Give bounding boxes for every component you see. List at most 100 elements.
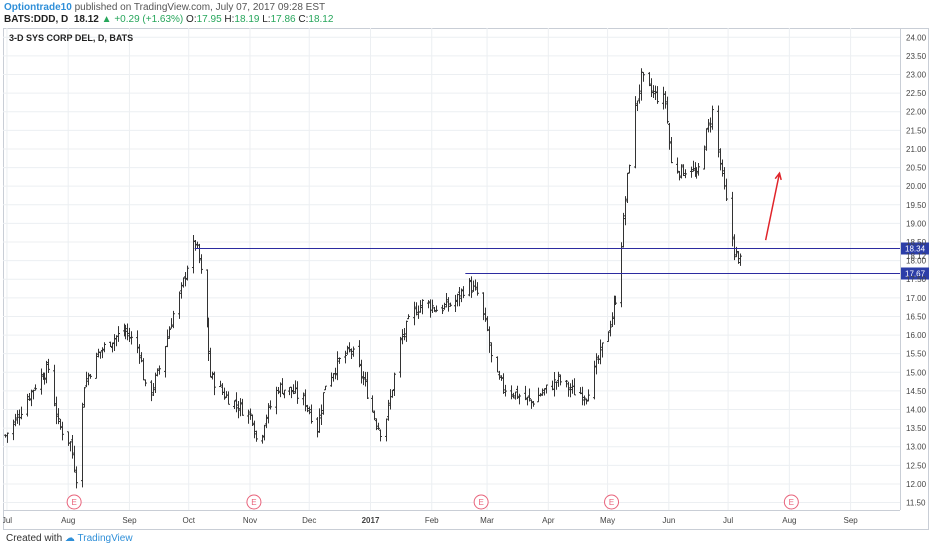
ohlc-bar	[269, 400, 272, 410]
y-tick-label: 21.00	[906, 145, 927, 154]
x-tick-label: Jun	[662, 516, 675, 525]
y-tick-label: 15.00	[906, 368, 927, 377]
ohlc-bar	[265, 414, 268, 429]
y-tick-label: 17.00	[906, 294, 927, 303]
ohlc-bar	[468, 278, 471, 297]
ohlc-bar	[124, 324, 127, 340]
ohlc-bar	[435, 305, 438, 313]
ohlc-bar	[628, 164, 631, 174]
ohlc-bar	[585, 398, 588, 405]
ohlc-bar	[433, 306, 436, 312]
ohlc-bar	[227, 391, 230, 405]
ohlc-bar	[500, 375, 503, 381]
ohlc-bar	[405, 320, 408, 342]
ohlc-bar	[624, 196, 627, 226]
close-label: C:	[298, 14, 309, 25]
ohlc-bar	[622, 212, 625, 248]
ohlc-bar	[296, 381, 299, 404]
ohlc-bar	[237, 400, 240, 419]
ohlc-bar	[352, 346, 355, 357]
level-price-tag	[901, 242, 929, 255]
ohlc-bar	[567, 381, 570, 397]
earnings-marker-label: E	[609, 498, 614, 507]
ohlc-bar	[601, 342, 604, 358]
x-tick-label: Sep	[843, 516, 858, 525]
ohlc-bar	[684, 169, 687, 179]
author-link[interactable]: Optiontrade10	[4, 2, 72, 13]
ohlc-bar	[322, 392, 325, 415]
ohlc-bar	[53, 364, 56, 407]
ohlc-bar	[449, 302, 452, 307]
ohlc-bar	[593, 360, 596, 400]
ohlc-bar	[26, 393, 29, 417]
ohlc-bar	[541, 388, 544, 396]
ohlc-bar	[267, 403, 270, 424]
ohlc-bar	[81, 402, 84, 488]
ohlc-bar	[490, 342, 493, 363]
ohlc-bar	[569, 383, 572, 398]
ohlc-bar	[703, 145, 706, 170]
y-tick-label: 17.50	[906, 275, 927, 284]
ohlc-bar	[83, 387, 86, 408]
ohlc-bar	[680, 164, 683, 179]
ohlc-bar	[638, 84, 641, 104]
ohlc-bar	[443, 302, 446, 310]
ohlc-bar	[719, 148, 722, 171]
last-price: 18.12	[73, 14, 99, 25]
ohlc-bar	[73, 445, 76, 473]
ohlc-bar	[482, 292, 485, 321]
y-tick-label: 20.50	[906, 164, 927, 173]
y-tick-label: 16.50	[906, 312, 927, 321]
ohlc-bar	[573, 378, 576, 396]
ohlc-bar	[528, 388, 531, 402]
ohlc-bar	[393, 372, 396, 397]
ohlc-bar	[263, 424, 266, 441]
ohlc-bar	[290, 386, 293, 399]
ohlc-bar	[219, 380, 222, 388]
ohlc-bar	[654, 85, 657, 100]
ohlc-bar	[514, 391, 517, 400]
high-label: H:	[224, 14, 235, 25]
price-axis[interactable]: 11.50 12.00 12.50 13.00 13.50 14.00 14.50 15.00…	[900, 28, 927, 510]
level-price-tag	[901, 267, 929, 280]
ohlc-bar	[310, 404, 313, 424]
chart-frame[interactable]: 18.34 17.67 11.50 12.00 12.50 13.00 13.50 14.0…	[2, 28, 929, 530]
ohlc-bar	[543, 388, 546, 396]
ohlc-bar	[470, 276, 473, 298]
earnings-marker-icon	[66, 494, 82, 510]
ohlc-bar	[71, 434, 74, 459]
x-tick-label: Aug	[782, 516, 796, 525]
ohlc-bar	[87, 372, 90, 386]
ohlc-bar	[518, 393, 521, 405]
open-value: 17.95	[196, 14, 222, 25]
ohlc-bar	[737, 250, 740, 264]
arrow-annotation[interactable]	[764, 171, 782, 241]
ohlc-bar	[16, 410, 19, 424]
ohlc-bar	[634, 96, 637, 169]
ohlc-bar	[476, 282, 479, 296]
symbol-label: BATS:DDD, D	[4, 14, 69, 25]
ohlc-bar	[678, 170, 681, 181]
time-axis[interactable]: Jul Aug Sep Oct Nov Dec 2017 Feb Mar Apr May Jun Jul…	[2, 510, 900, 526]
ohlc-bar	[555, 381, 558, 390]
ohlc-bar	[178, 291, 181, 319]
ohlc-bar	[239, 398, 242, 417]
low-value: 17.86	[270, 14, 296, 25]
ohlc-bars	[4, 68, 742, 489]
ohlc-bar	[656, 86, 659, 104]
horizontal-levels[interactable]: 18.34 17.67	[194, 242, 929, 280]
y-tick-label: 19.00	[906, 219, 927, 228]
earnings-marker-icon	[473, 494, 489, 510]
ohlc-bar	[358, 340, 361, 368]
ohlc-bar	[334, 367, 337, 380]
ohlc-bar	[486, 316, 489, 332]
ohlc-bar	[172, 310, 175, 329]
ohlc-bar	[731, 191, 734, 247]
created-with-text: Created with	[6, 533, 63, 544]
tradingview-logo[interactable]: TradingView	[77, 533, 133, 544]
ohlc-bar	[707, 119, 710, 133]
ohlc-bar	[158, 365, 161, 375]
price-chart[interactable]: 18.34 17.67 11.50 12.00 12.50 13.00 13.50 14.0…	[2, 28, 929, 530]
ohlc-bar	[247, 409, 250, 424]
ohlc-bar	[692, 160, 695, 172]
